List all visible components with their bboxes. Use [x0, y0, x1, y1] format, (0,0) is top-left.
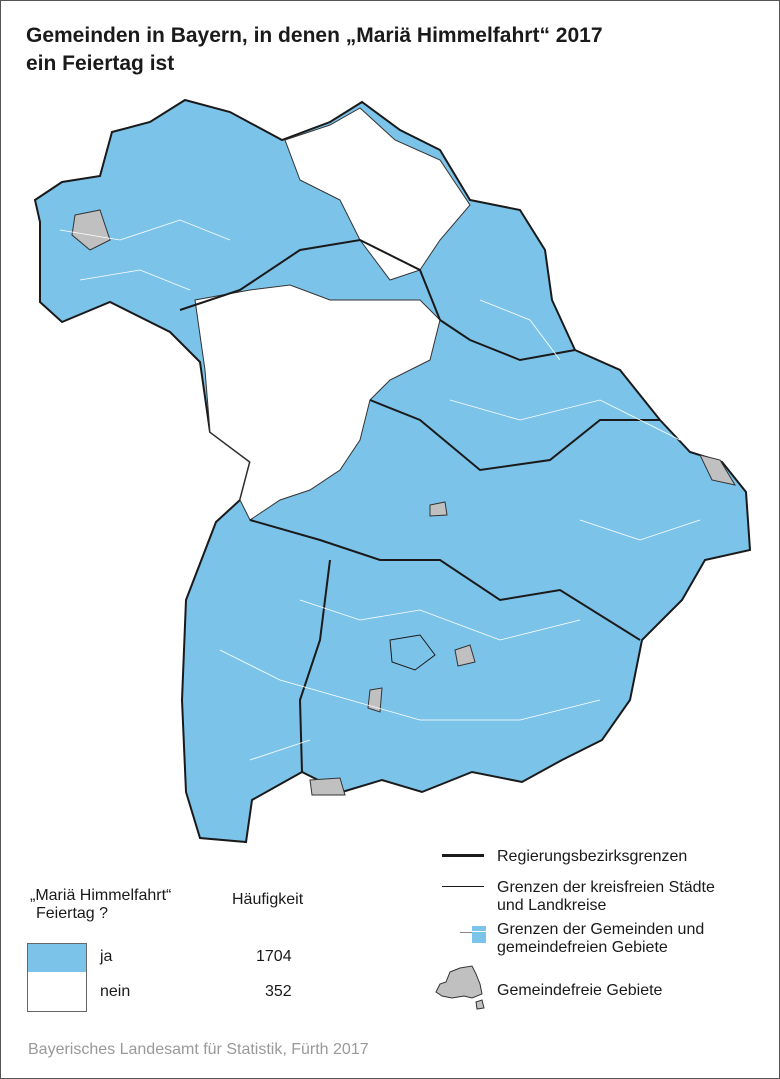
legend-question-line-1: „Mariä Himmelfahrt“: [30, 887, 172, 904]
title-line-1: Gemeinden in Bayern, in denen „Mariä Him…: [26, 24, 603, 47]
legend-line-thin: [442, 886, 484, 887]
legend-count-header: Häufigkeit: [232, 891, 304, 908]
map-title: Gemeinden in Bayern, in denen „Mariä Him…: [26, 22, 603, 78]
legend-question-line-2: Feiertag ?: [36, 905, 109, 922]
legend-regierungsbezirk: Regierungsbezirksgrenzen: [497, 848, 688, 865]
legend-swatch-gemeinde: [472, 926, 486, 943]
legend-count-ja: 1704: [256, 948, 292, 965]
title-line-2: ein Feiertag ist: [26, 52, 175, 75]
legend-gemeindefrei: Gemeindefreie Gebiete: [497, 982, 663, 999]
source-note: Bayerisches Landesamt für Statistik, Für…: [28, 1041, 369, 1058]
gemeindefrei-area: [454, 644, 476, 667]
legend-gemeindefrei-shape: [435, 965, 485, 1010]
legend-kreis: Grenzen der kreisfreien Städte und Landk…: [497, 879, 715, 915]
legend-line-gemeinde: [460, 932, 472, 933]
gemeindefrei-area: [71, 209, 111, 251]
legend-kreis-line-1: Grenzen der kreisfreien Städte: [497, 879, 715, 896]
gemeindefrei-area: [309, 777, 346, 796]
legend-count-nein: 352: [265, 983, 292, 1000]
legend-gemeinde-line-1: Grenzen der Gemeinden und: [497, 921, 705, 938]
legend-label-nein: nein: [100, 983, 131, 1000]
legend-line-thick: [442, 854, 484, 857]
region-feiertag-nein-mittelfranken: [194, 284, 441, 521]
bavaria-map: [33, 98, 752, 844]
munich-area: [389, 634, 436, 671]
legend-label-ja: ja: [100, 948, 113, 965]
legend-gemeinde-line-2: gemeindefreien Gebiete: [497, 939, 668, 956]
gemeindefrei-area: [429, 501, 448, 517]
gemeinde-borders: [59, 219, 701, 761]
legend-swatch-nein: [27, 972, 87, 1012]
gemeindefrei-area: [699, 454, 737, 486]
region-feiertag-nein-oberfranken: [284, 107, 471, 281]
region-feiertag-ja: [33, 98, 752, 844]
regierungsbezirk-borders: [179, 238, 660, 773]
legend-question-header: „Mariä Himmelfahrt“ Feiertag ?: [30, 887, 171, 923]
map-regions: [33, 98, 752, 844]
legend-gemeinde: Grenzen der Gemeinden und gemeindefreien…: [497, 921, 704, 957]
legend-kreis-line-2: und Landkreise: [497, 897, 607, 914]
